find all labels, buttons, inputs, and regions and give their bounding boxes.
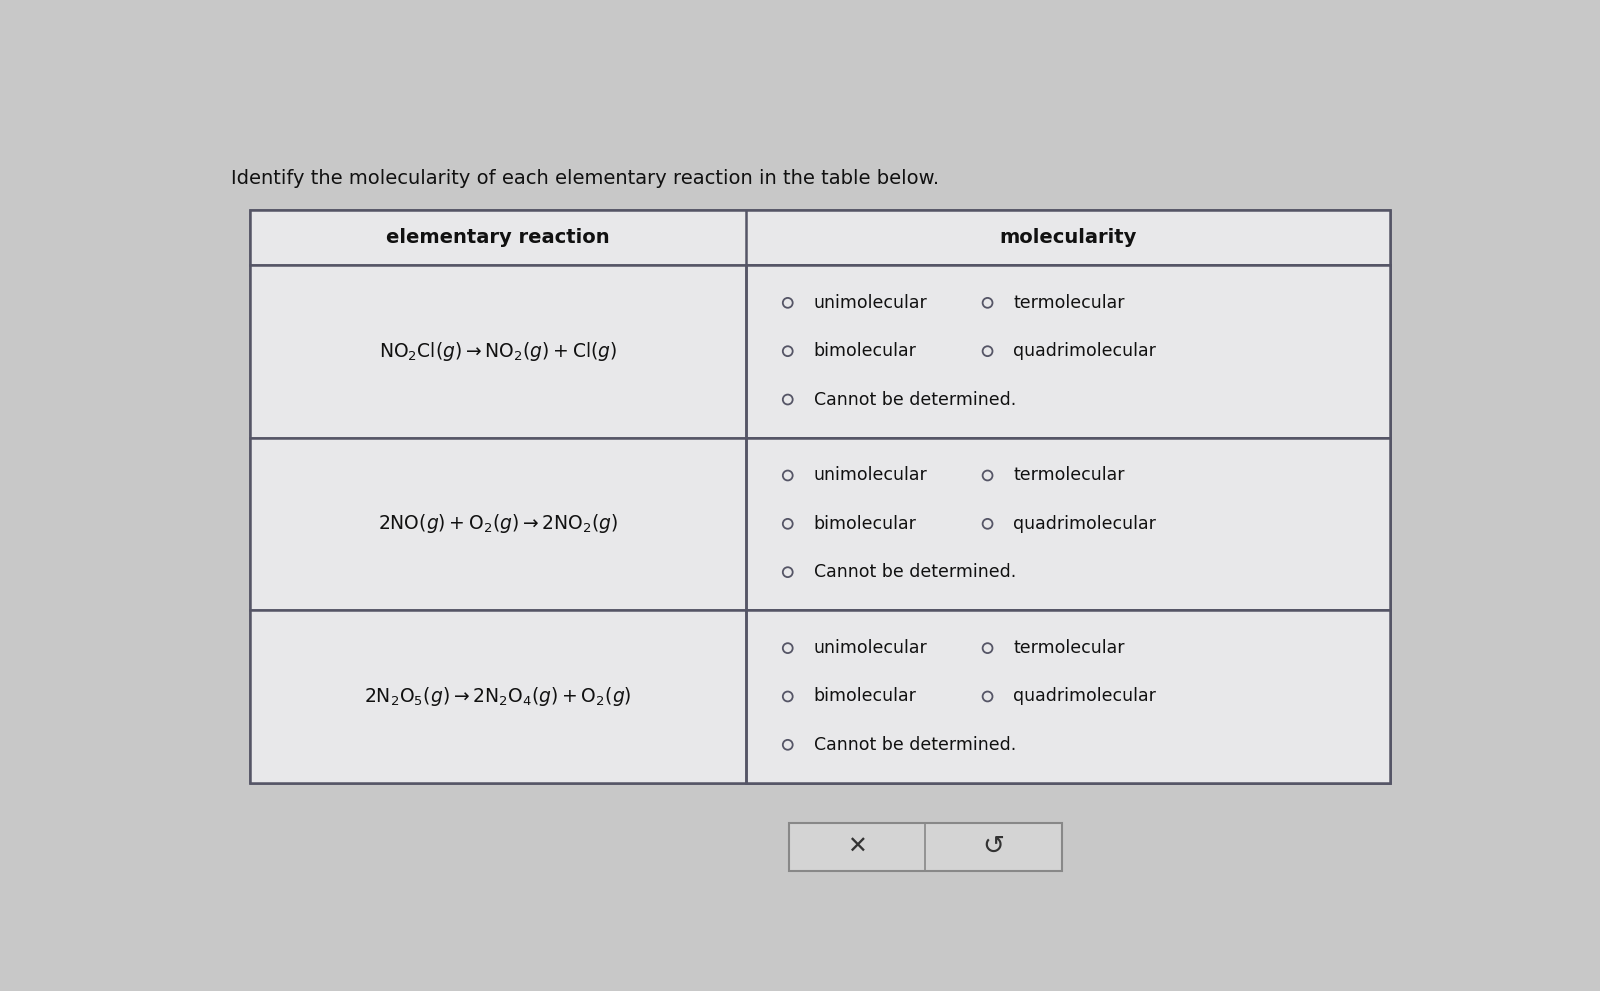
Point xyxy=(974,343,1000,359)
FancyBboxPatch shape xyxy=(250,210,1390,265)
Point xyxy=(774,516,800,532)
Point xyxy=(774,737,800,753)
Text: Cannot be determined.: Cannot be determined. xyxy=(813,390,1016,408)
FancyBboxPatch shape xyxy=(250,437,1390,610)
FancyBboxPatch shape xyxy=(789,824,1062,870)
FancyBboxPatch shape xyxy=(746,610,1390,783)
Point xyxy=(974,468,1000,484)
Point xyxy=(974,689,1000,705)
Point xyxy=(774,640,800,656)
Text: quadrimolecular: quadrimolecular xyxy=(1013,342,1157,360)
Text: elementary reaction: elementary reaction xyxy=(386,228,610,247)
Text: $\mathrm{2NO}(g) + \mathrm{O_2}(g) \rightarrow \mathrm{2NO_2}(g)$: $\mathrm{2NO}(g) + \mathrm{O_2}(g) \righ… xyxy=(378,512,618,535)
Point xyxy=(774,295,800,311)
Text: molecularity: molecularity xyxy=(1000,228,1138,247)
Text: termolecular: termolecular xyxy=(1013,639,1125,657)
Text: termolecular: termolecular xyxy=(1013,294,1125,312)
Point xyxy=(974,295,1000,311)
Text: Identify the molecularity of each elementary reaction in the table below.: Identify the molecularity of each elemen… xyxy=(230,168,939,187)
Point xyxy=(974,640,1000,656)
Text: Cannot be determined.: Cannot be determined. xyxy=(813,735,1016,754)
Text: termolecular: termolecular xyxy=(1013,467,1125,485)
Point xyxy=(774,343,800,359)
FancyBboxPatch shape xyxy=(250,610,1390,783)
FancyBboxPatch shape xyxy=(250,265,1390,437)
Text: Cannot be determined.: Cannot be determined. xyxy=(813,563,1016,581)
Text: quadrimolecular: quadrimolecular xyxy=(1013,514,1157,533)
Text: quadrimolecular: quadrimolecular xyxy=(1013,688,1157,706)
Text: bimolecular: bimolecular xyxy=(813,688,917,706)
FancyBboxPatch shape xyxy=(746,265,1390,437)
Text: bimolecular: bimolecular xyxy=(813,342,917,360)
Text: ↺: ↺ xyxy=(982,833,1005,860)
Point xyxy=(774,564,800,580)
Text: $\mathrm{2N_2O_5}(g) \rightarrow \mathrm{2N_2O_4}(g) + \mathrm{O_2}(g)$: $\mathrm{2N_2O_5}(g) \rightarrow \mathrm… xyxy=(363,685,632,708)
Text: unimolecular: unimolecular xyxy=(813,294,928,312)
Text: $\mathrm{NO_2Cl}(g) \rightarrow \mathrm{NO_2}(g) + \mathrm{Cl}(g)$: $\mathrm{NO_2Cl}(g) \rightarrow \mathrm{… xyxy=(379,340,618,363)
Text: bimolecular: bimolecular xyxy=(813,514,917,533)
Text: unimolecular: unimolecular xyxy=(813,639,928,657)
Point xyxy=(774,391,800,407)
Text: ✕: ✕ xyxy=(848,834,867,859)
FancyBboxPatch shape xyxy=(250,210,1390,783)
Point xyxy=(774,468,800,484)
Text: unimolecular: unimolecular xyxy=(813,467,928,485)
FancyBboxPatch shape xyxy=(746,437,1390,610)
Point xyxy=(974,516,1000,532)
Point xyxy=(774,689,800,705)
